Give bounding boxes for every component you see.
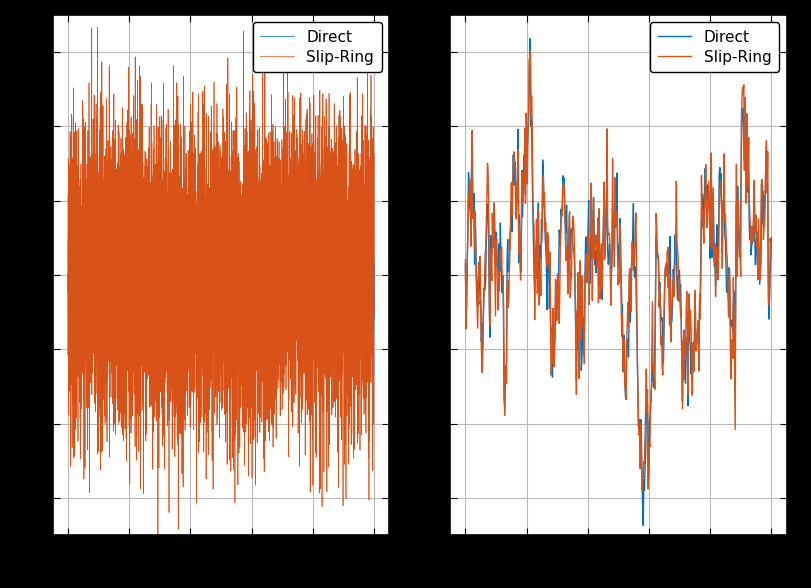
Line: Direct: Direct bbox=[68, 197, 374, 349]
Line: Slip-Ring: Slip-Ring bbox=[466, 51, 771, 490]
Line: Slip-Ring: Slip-Ring bbox=[68, 27, 374, 548]
Slip-Ring bbox=[461, 256, 470, 263]
Slip-Ring bbox=[627, 266, 637, 273]
Slip-Ring bbox=[766, 238, 776, 245]
Slip-Ring bbox=[290, 283, 300, 290]
Direct bbox=[627, 258, 637, 265]
Direct bbox=[608, 225, 618, 232]
Slip-Ring bbox=[607, 266, 616, 273]
Direct bbox=[124, 193, 134, 201]
Slip-Ring bbox=[713, 250, 723, 258]
Direct bbox=[244, 275, 254, 282]
Direct bbox=[174, 264, 184, 271]
Slip-Ring bbox=[63, 271, 73, 278]
Slip-Ring bbox=[307, 285, 316, 292]
Slip-Ring bbox=[244, 414, 254, 421]
Slip-Ring bbox=[258, 249, 268, 256]
Direct bbox=[766, 234, 776, 241]
Slip-Ring bbox=[761, 201, 770, 208]
Direct bbox=[307, 276, 316, 283]
Direct bbox=[258, 279, 268, 286]
Direct bbox=[369, 256, 379, 263]
Slip-Ring bbox=[526, 48, 535, 55]
Line: Direct: Direct bbox=[466, 38, 771, 525]
Slip-Ring bbox=[79, 305, 88, 312]
Slip-Ring bbox=[644, 469, 654, 476]
Direct bbox=[525, 35, 534, 42]
Slip-Ring bbox=[153, 544, 163, 552]
Legend: Direct, Slip-Ring: Direct, Slip-Ring bbox=[650, 22, 779, 72]
Direct bbox=[607, 271, 616, 278]
Slip-Ring bbox=[174, 142, 184, 149]
Direct bbox=[203, 345, 212, 352]
Direct bbox=[461, 260, 470, 268]
Direct bbox=[79, 301, 88, 308]
Direct bbox=[638, 522, 648, 529]
Direct bbox=[290, 282, 300, 289]
Direct bbox=[761, 191, 770, 198]
Direct bbox=[63, 236, 73, 243]
Legend: Direct, Slip-Ring: Direct, Slip-Ring bbox=[253, 22, 382, 72]
Direct bbox=[713, 267, 723, 274]
Direct bbox=[644, 469, 654, 476]
Slip-Ring bbox=[92, 24, 102, 31]
Slip-Ring bbox=[369, 312, 379, 319]
Slip-Ring bbox=[608, 208, 618, 215]
Slip-Ring bbox=[637, 487, 647, 494]
